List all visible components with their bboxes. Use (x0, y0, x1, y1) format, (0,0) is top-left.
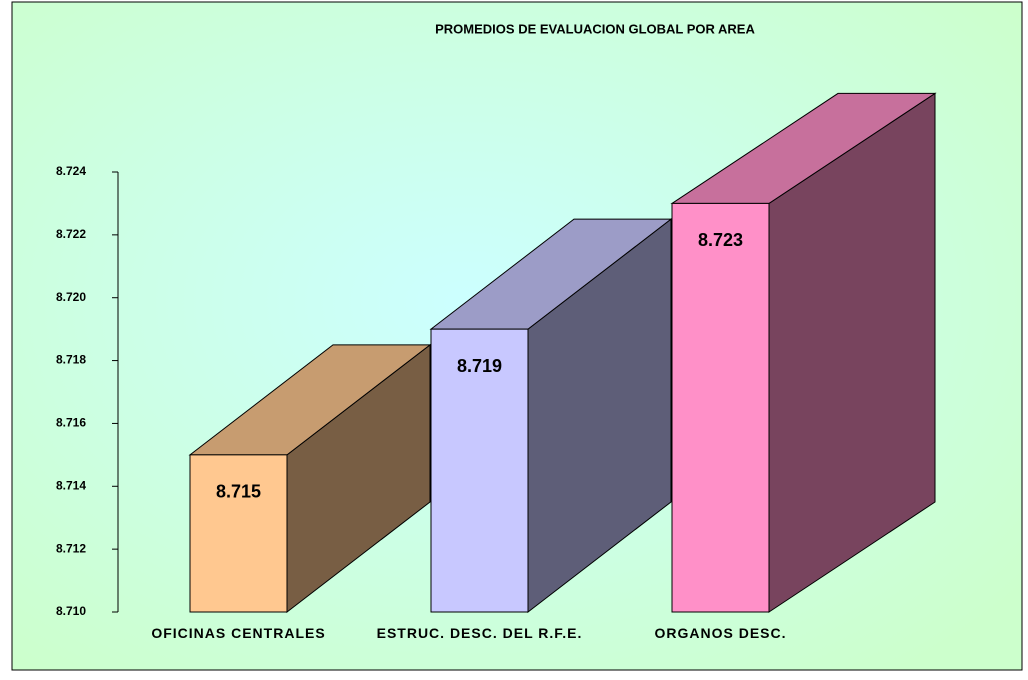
value-label: 8.723 (698, 230, 743, 250)
chart-title: PROMEDIOS DE EVALUACION GLOBAL POR AREA (435, 21, 755, 36)
y-tick-label: 8.724 (56, 164, 86, 178)
x-tick-label: OFICINAS CENTRALES (151, 625, 325, 641)
y-tick-label: 8.714 (56, 478, 86, 492)
y-tick-label: 8.712 (56, 541, 86, 555)
x-tick-label-line: ORGANOS DESC. (654, 625, 786, 641)
x-tick-label: ORGANOS DESC. (654, 625, 786, 641)
value-label: 8.715 (216, 482, 261, 502)
y-tick-label: 8.720 (56, 290, 86, 304)
bar (189, 454, 288, 613)
x-tick-label: ESTRUC. DESC. DEL R.F.E. (377, 625, 583, 641)
x-tick-label-line: ESTRUC. DESC. DEL R.F.E. (377, 625, 583, 641)
y-tick-label: 8.710 (56, 604, 86, 618)
value-label: 8.719 (457, 356, 502, 376)
bar (430, 328, 529, 613)
x-tick-label-line: OFICINAS CENTRALES (151, 625, 325, 641)
y-tick-label: 8.718 (56, 353, 86, 367)
y-tick-label: 8.722 (56, 227, 86, 241)
y-tick-label: 8.716 (56, 416, 86, 430)
bar (671, 202, 770, 613)
